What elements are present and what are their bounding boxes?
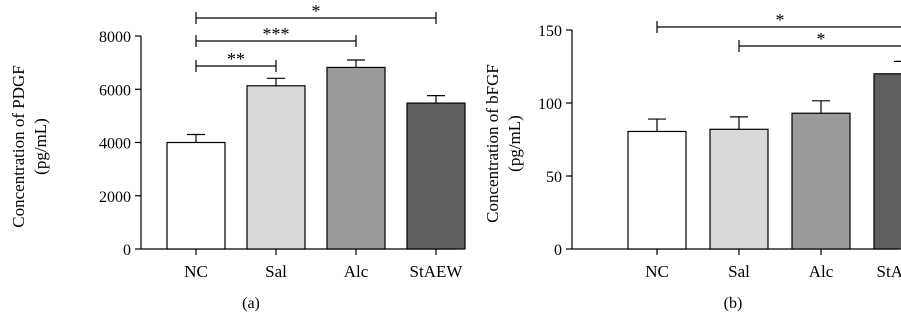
y-tick-label: 50	[546, 169, 562, 186]
bar-sal	[709, 128, 769, 250]
x-tick-label: Alc	[809, 262, 834, 281]
y-axis-unit-label: (pg/mL)	[505, 115, 524, 172]
bar-nc	[627, 130, 687, 250]
significance-label: *	[817, 29, 826, 49]
significance-label: *	[312, 1, 321, 21]
x-tick-label: Sal	[728, 262, 750, 281]
x-tick-label: Alc	[344, 262, 369, 281]
x-tick-label: Sal	[265, 262, 287, 281]
significance-label: *	[776, 10, 785, 30]
y-axis-label: Concentration of PDGF	[9, 65, 28, 227]
bar-staew	[873, 73, 901, 250]
y-tick-label: 6000	[99, 82, 131, 99]
y-axis-label: Concentration of bFGF	[483, 64, 502, 223]
y-tick-label: 4000	[99, 136, 131, 153]
bar-nc	[166, 141, 226, 250]
x-tick-label: NC	[184, 262, 208, 281]
panel-label: (a)	[242, 295, 260, 312]
significance-label: **	[227, 49, 245, 69]
x-tick-label: StAEW	[877, 262, 901, 281]
bar-alc	[791, 112, 851, 250]
y-tick-label: 0	[554, 242, 562, 259]
y-tick-label: 150	[538, 23, 562, 40]
y-tick-label: 2000	[99, 189, 131, 206]
significance-label: ***	[263, 24, 290, 44]
x-tick-label: StAEW	[410, 262, 464, 281]
chart-panel-b: 0 50 100 150 NC Sal Alc StAEW * * Concentration of…	[483, 10, 901, 312]
bar-alc	[326, 66, 386, 250]
bar-sal	[246, 85, 306, 250]
y-tick-label: 8000	[99, 29, 131, 46]
panel-label: (b)	[724, 295, 743, 312]
y-axis-unit-label: (pg/mL)	[31, 118, 50, 175]
y-tick-label: 100	[538, 96, 562, 113]
y-tick-label: 0	[123, 242, 131, 259]
bar-staew	[406, 102, 466, 250]
x-tick-label: NC	[645, 262, 669, 281]
